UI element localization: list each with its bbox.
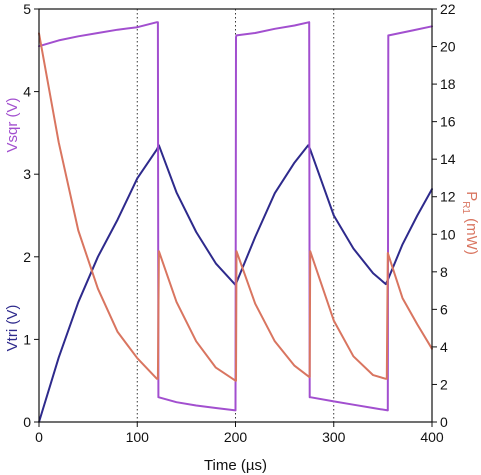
left-axis-label-vsqr: Vsqr (V) [4, 97, 21, 152]
x-tick-label: 200 [224, 429, 248, 445]
x-tick-label: 300 [322, 429, 346, 445]
left-tick-label: 1 [23, 331, 31, 347]
left-axis-label-vtri: Vtri (V) [4, 305, 21, 352]
right-tick-label: 18 [440, 76, 456, 92]
series-layer [38, 21, 433, 423]
right-axis-label-subscript: R1 [460, 201, 471, 214]
x-axis-label: Time (µs) [204, 457, 267, 474]
right-tick-label: 4 [440, 339, 448, 355]
left-tick-label: 0 [23, 414, 31, 430]
right-axis-ticks: 0 2 4 6 8 10 12 14 16 18 20 22 [432, 1, 456, 430]
right-tick-label: 16 [440, 114, 456, 130]
x-tick-label: 400 [420, 429, 444, 445]
right-tick-label: 8 [440, 264, 448, 280]
right-tick-label: 22 [440, 1, 456, 17]
series-line-1 [38, 144, 433, 423]
x-tick-label: 100 [126, 429, 150, 445]
series-line-2 [38, 21, 433, 412]
left-axis-ticks: 0 1 2 3 4 5 [23, 1, 39, 430]
series-line-3 [38, 32, 433, 382]
right-tick-label: 6 [440, 301, 448, 317]
left-tick-label: 4 [23, 84, 31, 100]
left-tick-label: 2 [23, 249, 31, 265]
right-tick-label: 12 [440, 189, 456, 205]
x-tick-label: 0 [35, 429, 43, 445]
right-tick-label: 20 [440, 39, 456, 55]
right-axis-label-power: PR1 (mW) [460, 191, 480, 255]
right-tick-label: 2 [440, 376, 448, 392]
left-tick-label: 5 [23, 1, 31, 17]
x-axis-ticks: 0 100 200 300 400 [35, 422, 444, 445]
right-axis-label-main: P [463, 191, 480, 201]
right-tick-label: 0 [440, 414, 448, 430]
right-axis-label-unit: (mW) [463, 214, 480, 255]
right-tick-label: 10 [440, 226, 456, 242]
left-tick-label: 3 [23, 166, 31, 182]
right-tick-label: 14 [440, 151, 456, 167]
